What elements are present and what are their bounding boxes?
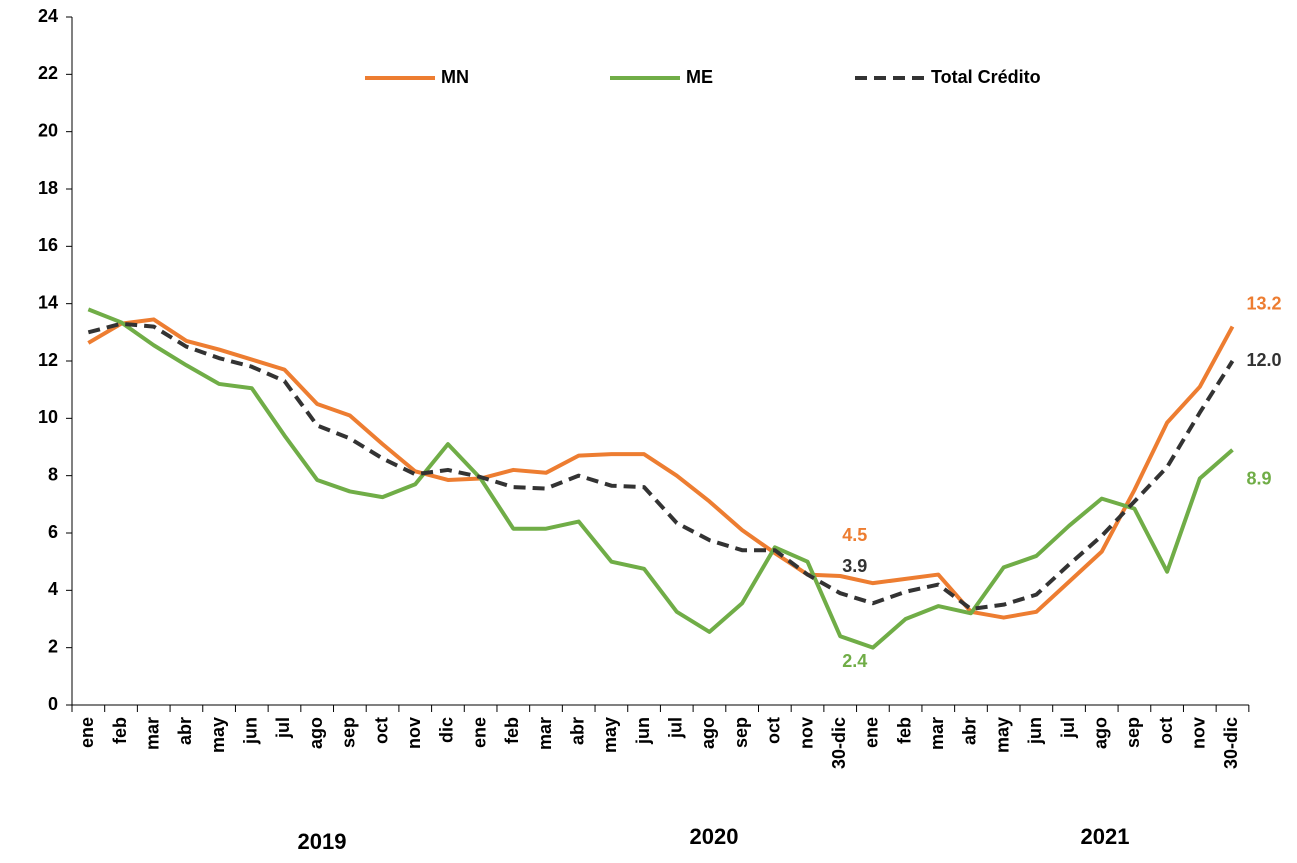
y-tick-label: 6 (48, 522, 58, 542)
y-tick-label: 8 (48, 464, 58, 484)
x-tick-label: oct (764, 717, 784, 744)
x-tick-label: ago (1090, 717, 1110, 749)
x-tick-label: mar (927, 717, 947, 750)
x-tick-label: sep (1123, 717, 1143, 748)
x-tick-label: ene (469, 717, 489, 748)
year-label: 2020 (690, 824, 739, 849)
series-line (87, 317, 1235, 620)
y-tick-label: 10 (38, 407, 58, 427)
data-label: 12.0 (1246, 350, 1281, 370)
data-label: 3.9 (842, 556, 867, 576)
x-tick-label: jul (666, 717, 686, 739)
x-tick-label: ene (77, 717, 97, 748)
x-tick-label: abr (960, 717, 980, 745)
x-tick-label: nov (404, 717, 424, 749)
x-tick-label: jun (1025, 717, 1045, 745)
x-tick-label: mar (535, 717, 555, 750)
y-tick-label: 14 (38, 292, 58, 312)
y-tick-label: 16 (38, 235, 58, 255)
y-tick-label: 24 (38, 6, 58, 26)
x-tick-label: 30-dic (829, 717, 849, 769)
x-tick-label: ago (306, 717, 326, 749)
year-label: 2019 (298, 829, 347, 854)
x-tick-label: nov (1189, 717, 1209, 749)
y-tick-label: 12 (38, 350, 58, 370)
x-tick-label: abr (567, 717, 587, 745)
x-tick-label: abr (175, 717, 195, 745)
data-label: 2.4 (842, 651, 867, 671)
year-label: 2021 (1081, 824, 1130, 849)
series-line (87, 307, 1234, 650)
x-tick-label: sep (339, 717, 359, 748)
x-tick-label: feb (894, 717, 914, 744)
x-tick-label: jul (273, 717, 293, 739)
series-line (87, 321, 1235, 611)
y-tick-label: 4 (48, 579, 58, 599)
x-tick-label: ago (698, 717, 718, 749)
x-tick-label: 30-dic (1221, 717, 1241, 769)
x-tick-label: jun (633, 717, 653, 745)
x-tick-label: ene (862, 717, 882, 748)
x-tick-label: oct (1156, 717, 1176, 744)
legend-label: MN (441, 67, 469, 87)
x-tick-label: sep (731, 717, 751, 748)
x-tick-label: may (208, 717, 228, 753)
x-tick-label: dic (437, 717, 457, 743)
data-label: 4.5 (842, 525, 867, 545)
x-tick-label: jun (241, 717, 261, 745)
y-tick-label: 22 (38, 63, 58, 83)
y-tick-label: 0 (48, 694, 58, 714)
x-tick-label: nov (796, 717, 816, 749)
legend-label: Total Crédito (931, 67, 1041, 87)
x-tick-label: may (600, 717, 620, 753)
legend-label: ME (686, 67, 713, 87)
x-tick-label: jul (1058, 717, 1078, 739)
y-tick-label: 18 (38, 178, 58, 198)
x-tick-label: feb (110, 717, 130, 744)
y-tick-label: 2 (48, 636, 58, 656)
data-label: 13.2 (1246, 293, 1281, 313)
x-tick-label: feb (502, 717, 522, 744)
x-tick-label: may (992, 717, 1012, 753)
y-tick-label: 20 (38, 120, 58, 140)
x-tick-label: mar (142, 717, 162, 750)
x-tick-label: oct (371, 717, 391, 744)
data-label: 8.9 (1246, 469, 1271, 489)
